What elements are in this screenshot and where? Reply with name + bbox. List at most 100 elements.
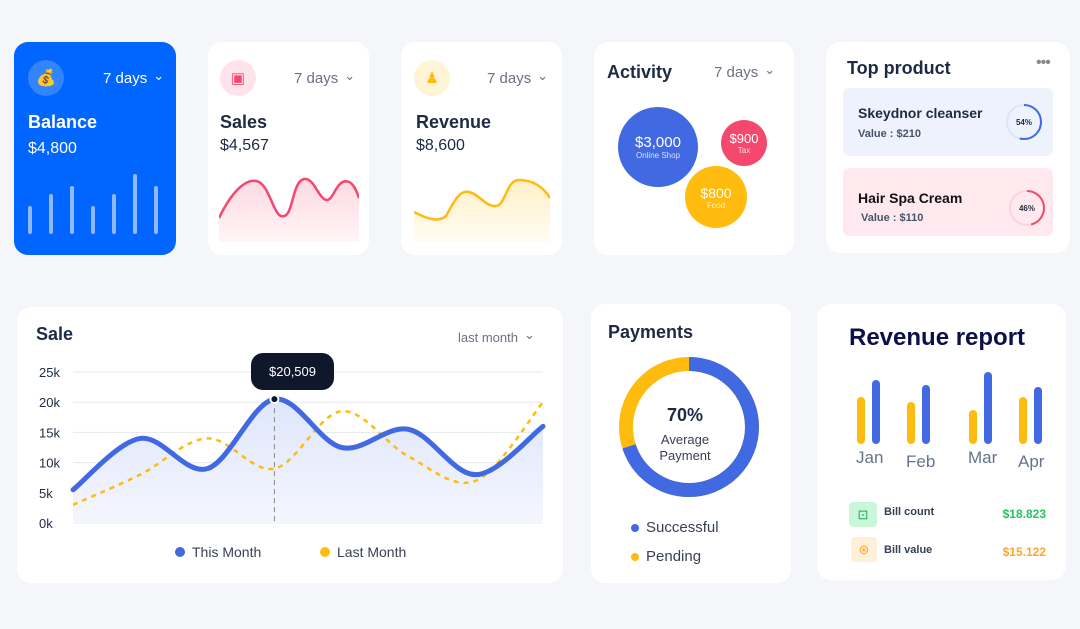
- bubble-online-shop: $3,000 Online Shop: [618, 107, 698, 187]
- sales-period-dropdown[interactable]: 7 days: [294, 70, 355, 87]
- money-bag-icon: 💰: [28, 60, 64, 96]
- revenue-bar-yellow: [857, 397, 865, 444]
- revenue-report-bar-chart: Jan Feb Mar Apr: [847, 364, 1057, 474]
- balance-title: Balance: [28, 112, 98, 132]
- more-options-icon[interactable]: •••: [1036, 54, 1051, 71]
- y-tick-label: 10k: [39, 456, 60, 471]
- legend-pending: Pending: [631, 548, 701, 565]
- bill-value-label: Bill value: [884, 544, 933, 556]
- top-product-title: Top product: [847, 58, 951, 78]
- product-name: Skeydnor cleanser: [858, 105, 983, 121]
- sale-line-chart: 25k 20k 15k 10k 5k 0k: [39, 365, 546, 531]
- revenue-period-dropdown[interactable]: 7 days: [487, 70, 548, 87]
- legend-successful: Successful: [631, 519, 719, 536]
- this-month-area: [73, 398, 543, 523]
- progress-ring: 54%: [1006, 104, 1042, 140]
- product-item[interactable]: Hair Spa Cream Value : $110 46%: [843, 168, 1053, 236]
- balance-bar: [49, 194, 53, 234]
- product-item[interactable]: Skeydnor cleanser Value : $210 54%: [843, 88, 1053, 156]
- legend-last-month: Last Month: [320, 544, 406, 560]
- balance-bar: [154, 186, 158, 234]
- progress-percent: 54%: [1016, 118, 1032, 127]
- bubble-value: $800: [700, 184, 732, 201]
- payments-percent: 70%: [666, 405, 704, 425]
- bubble-label: Tax: [737, 146, 751, 155]
- legend-label: Successful: [646, 519, 719, 536]
- revenue-card: ♟ 7 days Revenue $8,600: [401, 42, 562, 255]
- balance-amount: $4,800: [28, 140, 77, 157]
- bill-value-icon: ⊛: [851, 537, 877, 562]
- balance-bar: [70, 186, 74, 234]
- y-tick-label: 25k: [39, 365, 60, 380]
- sales-title: Sales: [220, 112, 268, 132]
- activity-period-dropdown[interactable]: 7 days: [714, 64, 775, 81]
- month-label: Mar: [968, 448, 998, 467]
- revenue-amount: $8,600: [416, 137, 465, 154]
- sales-icon: ▣: [220, 60, 256, 96]
- revenue-bar-yellow: [907, 401, 915, 444]
- month-label: Jan: [856, 448, 884, 467]
- bill-count-icon: ⊡: [849, 502, 877, 527]
- revenue-bar-yellow: [969, 410, 977, 444]
- payments-card: Payments 70% Average Payment Successful …: [591, 304, 791, 583]
- balance-period-dropdown[interactable]: 7 days: [103, 70, 164, 87]
- sales-sparkline: [219, 177, 359, 242]
- bubble-label: Food: [706, 200, 726, 210]
- month-label: Apr: [1018, 452, 1045, 471]
- bubble-value: $3,000: [635, 134, 681, 151]
- sales-amount: $4,567: [220, 137, 269, 154]
- y-tick-label: 20k: [39, 395, 60, 410]
- top-product-card: Top product ••• Skeydnor cleanser Value …: [826, 42, 1070, 253]
- revenue-bar-blue: [984, 371, 992, 444]
- balance-bar: [133, 174, 137, 234]
- month-label: Feb: [906, 452, 936, 471]
- payments-title: Payments: [608, 322, 694, 342]
- bubble-food: $800 Food: [685, 166, 747, 228]
- this-month-line: [70, 396, 546, 493]
- revenue-icon: ♟: [414, 60, 450, 96]
- y-tick-label: 0k: [39, 516, 53, 531]
- revenue-report-title: Revenue report: [849, 324, 1026, 351]
- legend-this-month: This Month: [175, 544, 261, 560]
- sale-card: Sale last month 25k 20k 15k 10k 5k 0k $20,509…: [17, 307, 563, 583]
- product-value: Value : $210: [858, 128, 921, 140]
- balance-bar-chart: [24, 172, 169, 234]
- revenue-sparkline: [414, 178, 550, 242]
- revenue-title: Revenue: [416, 112, 492, 132]
- sales-card: ▣ 7 days Sales $4,567: [208, 42, 369, 255]
- revenue-bar-yellow: [1019, 397, 1027, 444]
- bubble-tax: $900 Tax: [721, 120, 767, 166]
- payments-label: Average: [660, 432, 710, 447]
- product-value: Value : $110: [861, 212, 924, 224]
- payments-donut-chart: [619, 357, 759, 497]
- balance-card: 💰 7 days Balance $4,800: [14, 42, 176, 255]
- progress-percent: 46%: [1019, 204, 1035, 213]
- bubble-value: $900: [729, 131, 759, 146]
- revenue-bar-blue: [922, 384, 930, 444]
- revenue-report-card: Revenue report Jan Feb Mar Apr ⊡ Bill count…: [817, 304, 1066, 580]
- bill-value-value: $15.122: [1002, 545, 1046, 559]
- revenue-bar-blue: [872, 380, 880, 444]
- sale-title: Sale: [36, 324, 74, 344]
- progress-ring: 46%: [1009, 190, 1045, 226]
- legend-label: Last Month: [337, 544, 407, 560]
- payments-label: Payment: [659, 448, 711, 463]
- legend-label: This Month: [192, 544, 262, 560]
- bubble-label: Online Shop: [635, 151, 681, 160]
- last-month-line: [72, 401, 544, 507]
- bill-count-label: Bill count: [884, 506, 935, 518]
- product-name: Hair Spa Cream: [858, 190, 963, 206]
- chart-tooltip: $20,509: [251, 353, 334, 390]
- sale-period-dropdown[interactable]: last month: [458, 330, 535, 346]
- balance-bar: [112, 194, 116, 234]
- activity-title: Activity: [607, 62, 673, 82]
- balance-bar: [91, 206, 95, 234]
- y-tick-label: 5k: [39, 486, 53, 501]
- balance-bar: [28, 206, 32, 234]
- hover-point[interactable]: [269, 394, 280, 405]
- bill-count-value: $18.823: [1002, 507, 1046, 521]
- revenue-bar-blue: [1034, 387, 1042, 444]
- legend-label: Pending: [646, 548, 702, 565]
- y-tick-label: 15k: [39, 425, 60, 440]
